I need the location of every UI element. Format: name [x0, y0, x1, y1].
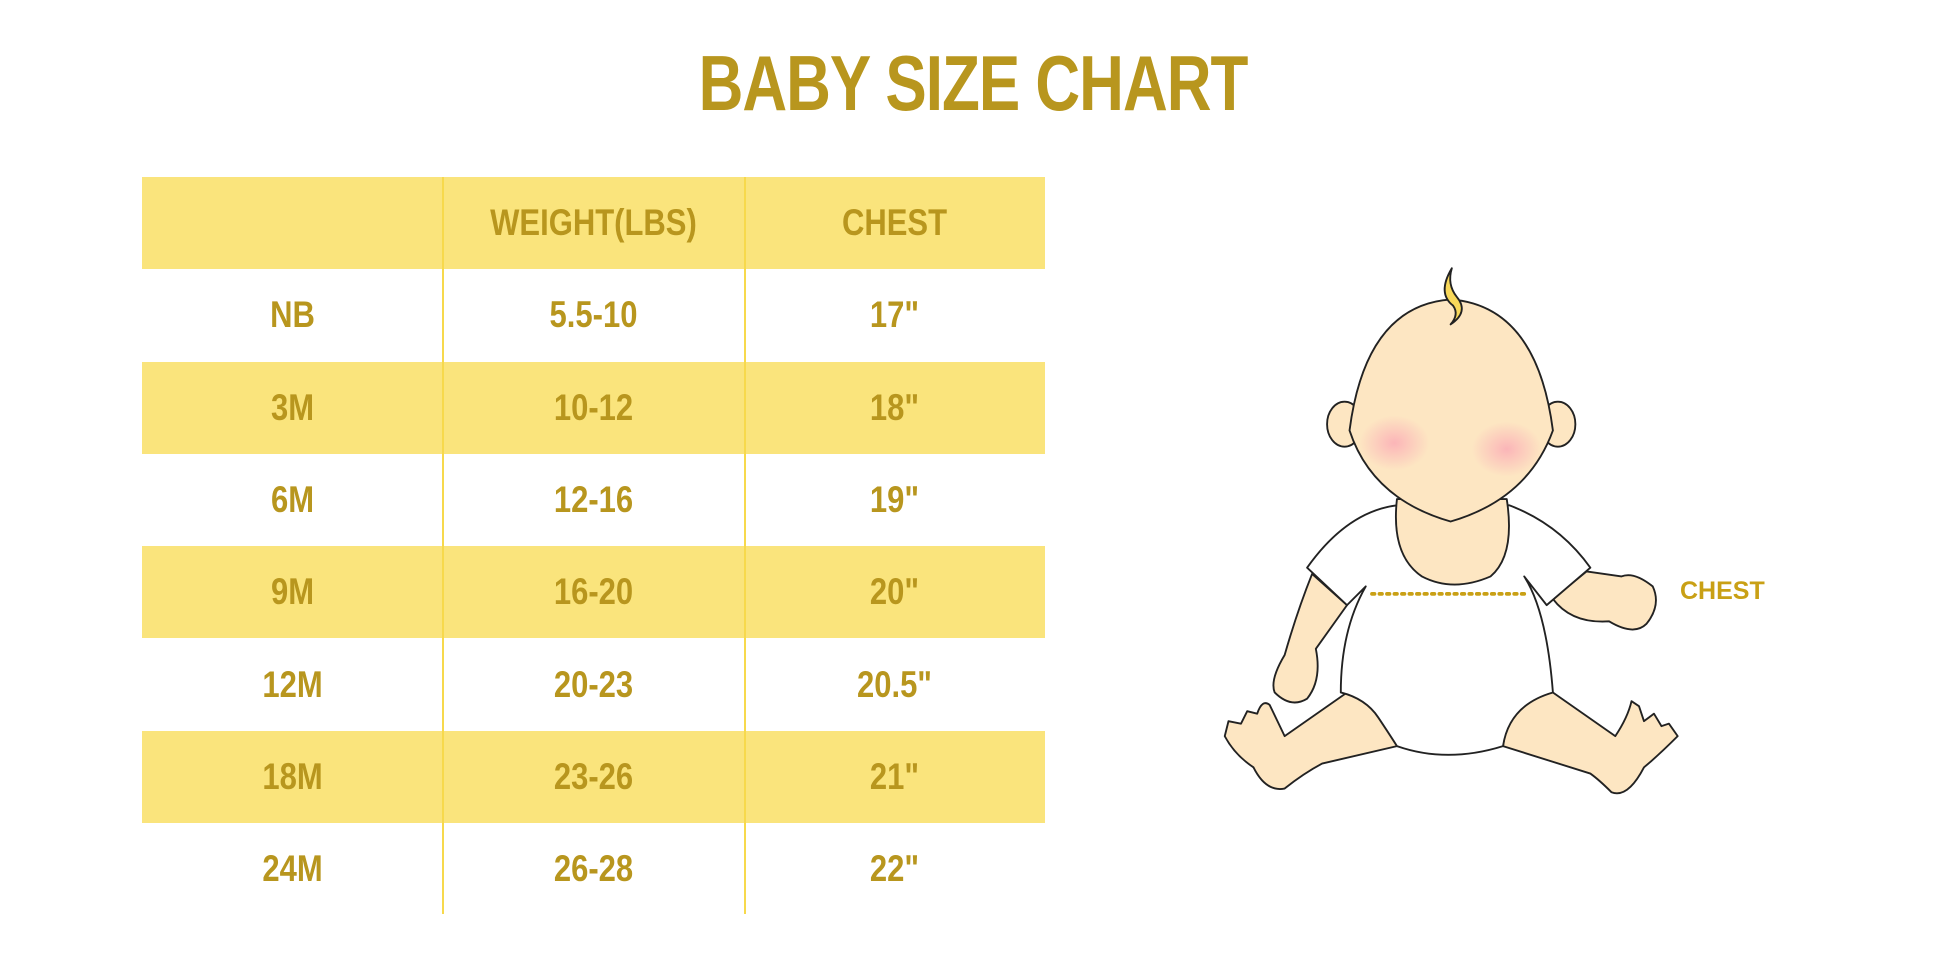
size-cell: 24M	[262, 847, 323, 890]
right-leg	[1502, 691, 1679, 795]
chest-label: CHEST	[1680, 577, 1765, 605]
column-divider	[744, 177, 746, 914]
size-table: WEIGHT(LBS) CHEST NB 5.5-10 17" 3M 10-12…	[142, 177, 1045, 915]
size-cell: 18M	[262, 755, 323, 798]
onesie	[1306, 504, 1592, 756]
right-arm	[1551, 570, 1657, 631]
table-row: 6M 12-16 19"	[142, 454, 1045, 546]
weight-cell: 23-26	[553, 755, 634, 798]
size-cell: 12M	[262, 663, 323, 706]
size-cell: 6M	[270, 478, 315, 521]
page-title: BABY SIZE CHART	[698, 41, 1249, 128]
weight-cell: 26-28	[553, 847, 634, 890]
hair-curl-icon	[1443, 267, 1463, 326]
chest-cell: 17"	[869, 293, 920, 336]
chest-cell: 20"	[869, 570, 920, 613]
size-cell: 9M	[270, 570, 315, 613]
chest-cell: 21"	[869, 755, 920, 798]
size-cell: 3M	[270, 386, 315, 429]
weight-cell: 10-12	[553, 386, 634, 429]
weight-cell: 12-16	[553, 478, 634, 521]
table-row: 9M 16-20 20"	[142, 546, 1045, 639]
table-row: 24M 26-28 22"	[142, 823, 1045, 915]
table-row: 12M 20-23 20.5"	[142, 638, 1045, 730]
head	[1348, 298, 1554, 523]
neck	[1395, 498, 1510, 586]
header-chest: CHEST	[841, 201, 948, 244]
left-arm	[1272, 572, 1348, 704]
header-weight: WEIGHT(LBS)	[490, 201, 697, 244]
weight-cell: 20-23	[553, 663, 634, 706]
table-header-row: WEIGHT(LBS) CHEST	[142, 177, 1045, 270]
chest-cell: 19"	[869, 478, 920, 521]
table-row: 18M 23-26 21"	[142, 730, 1045, 824]
size-cell: NB	[270, 293, 315, 336]
chest-cell: 20.5"	[856, 663, 933, 706]
chest-cell: 18"	[869, 386, 920, 429]
weight-cell: 5.5-10	[549, 293, 638, 336]
column-divider	[442, 177, 444, 914]
table-row: 3M 10-12 18"	[142, 361, 1045, 454]
weight-cell: 16-20	[553, 570, 634, 613]
baby-illustration	[1223, 267, 1679, 795]
chest-cell: 22"	[869, 847, 920, 890]
table-row: NB 5.5-10 17"	[142, 269, 1045, 361]
